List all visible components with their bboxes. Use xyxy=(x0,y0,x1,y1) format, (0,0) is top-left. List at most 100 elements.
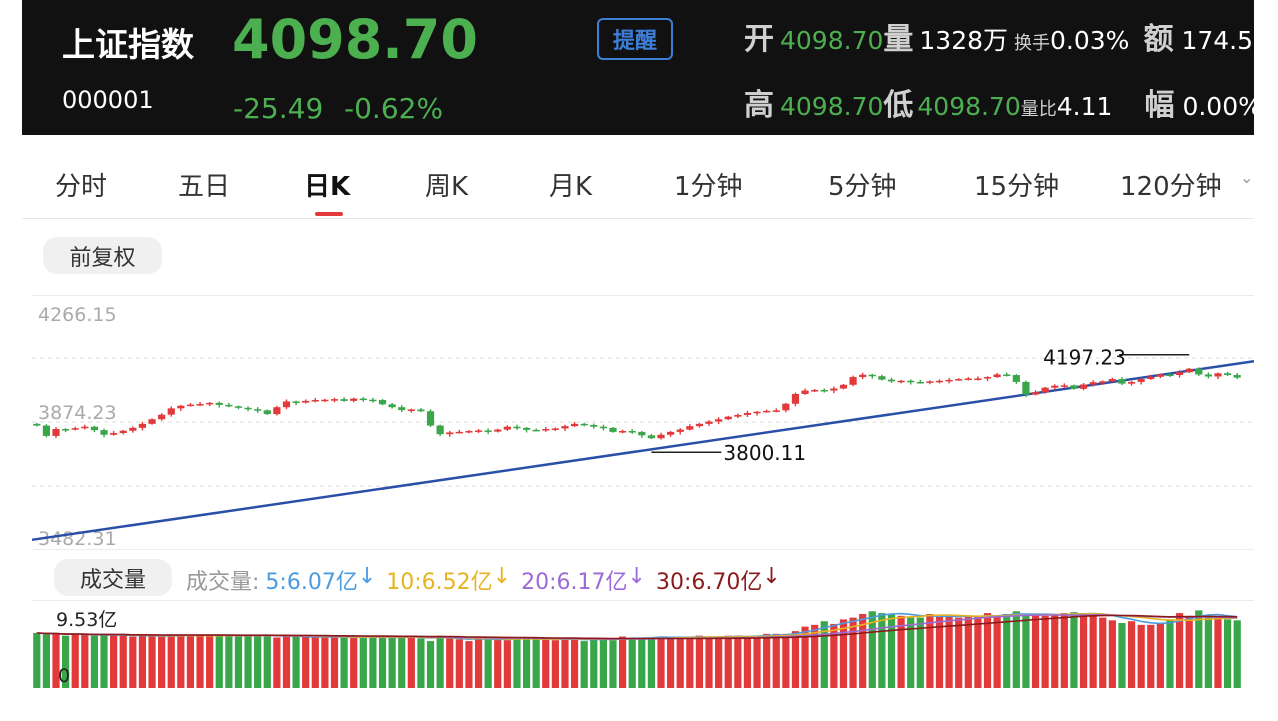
volume-bar xyxy=(676,637,684,688)
volume-ma5-arrow-icon: ↓ xyxy=(357,564,377,589)
volume-bar xyxy=(724,635,732,688)
volume-bar xyxy=(225,635,233,688)
candle-body xyxy=(119,430,127,434)
candle-body xyxy=(801,390,809,394)
volume-ma20: 20:6.17亿 xyxy=(521,570,628,595)
candle-body xyxy=(225,404,233,407)
tab-5min[interactable]: 5分钟 xyxy=(828,172,897,202)
volume-bar xyxy=(1127,621,1136,688)
volume-bar xyxy=(330,637,339,688)
tab-more-chevron-icon[interactable]: ⌄ xyxy=(1240,168,1254,187)
candle-body xyxy=(196,404,204,406)
low-value: 4098.70 xyxy=(917,92,1021,121)
candle-body xyxy=(974,378,982,380)
volume-bar xyxy=(1214,617,1222,688)
candle-body xyxy=(734,414,742,417)
volume-bar xyxy=(254,634,262,688)
volume-panel-button[interactable]: 成交量 xyxy=(54,559,172,596)
volume-chart[interactable]: 9.53亿 0 xyxy=(22,600,1254,692)
tab-five-day[interactable]: 五日 xyxy=(178,172,231,202)
candle-body xyxy=(81,426,89,429)
candle-body xyxy=(647,435,656,439)
volume-bar xyxy=(743,636,752,688)
candle-body xyxy=(1041,387,1049,393)
candle-body xyxy=(935,380,944,383)
candle-body xyxy=(1070,385,1078,389)
candle-body xyxy=(1185,368,1193,373)
tab-1min[interactable]: 1分钟 xyxy=(674,172,743,202)
candle-body xyxy=(1204,374,1212,377)
candle-body xyxy=(1031,392,1040,395)
candle-body xyxy=(398,407,406,411)
candle-body xyxy=(667,431,675,435)
volume-bar xyxy=(206,635,214,688)
candle-body xyxy=(1223,373,1232,376)
tab-intraday[interactable]: 分时 xyxy=(55,172,108,202)
tab-120min[interactable]: 120分钟 xyxy=(1120,172,1222,202)
volume-bar xyxy=(782,633,790,688)
volume-bar xyxy=(935,616,944,688)
volume-bar xyxy=(609,640,617,688)
volume-axis-zero-label: 0 xyxy=(58,665,70,687)
volume-bar xyxy=(81,634,89,688)
candle-body xyxy=(148,419,156,424)
vol-ratio-label: 量比 xyxy=(1020,99,1057,120)
tab-monthly-k[interactable]: 月K xyxy=(549,172,593,202)
candle-body xyxy=(686,426,694,430)
volume-ma30-arrow-icon: ↓ xyxy=(762,564,781,589)
candle-body xyxy=(993,374,1001,378)
candle-body xyxy=(830,388,838,391)
candle-body xyxy=(1099,381,1107,383)
amount-value: 174.5 xyxy=(1181,26,1254,55)
volume-bar xyxy=(513,637,521,688)
volume-bar xyxy=(292,636,300,688)
tab-weekly-k[interactable]: 周K xyxy=(425,172,469,202)
candle-body xyxy=(763,410,771,413)
app-frame: 上证指数 000001 4098.70 -25.49 -0.62% 提醒 开 4… xyxy=(22,0,1254,721)
volume-bar xyxy=(772,633,780,688)
volume-bar xyxy=(887,614,896,688)
open-label: 开 xyxy=(744,22,774,57)
candle-body xyxy=(715,419,723,422)
volume-bar xyxy=(167,635,175,688)
quote-row-2: 高 4098.70 低 4098.70 量比 4.11 幅 0.00% xyxy=(744,80,1254,124)
volume-bar xyxy=(590,638,598,688)
volume-bar xyxy=(340,636,348,688)
candle-body xyxy=(907,380,915,383)
volume-bar xyxy=(849,617,857,688)
volume-bar xyxy=(522,639,531,688)
y-axis-label-2: 3482.31 xyxy=(38,528,117,550)
volume-bar xyxy=(1079,613,1088,688)
candle-body xyxy=(465,431,473,433)
candle-body xyxy=(330,399,339,401)
volume-ma10: 10:6.52亿 xyxy=(386,570,493,595)
tab-daily-k[interactable]: 日K xyxy=(304,172,351,202)
candle-body xyxy=(561,426,569,429)
candle-body xyxy=(791,393,800,404)
volume-bar xyxy=(321,637,329,688)
candle-body xyxy=(359,398,367,401)
candle-body xyxy=(215,402,223,405)
candle-body xyxy=(1079,384,1088,389)
amount-label: 额 xyxy=(1143,22,1174,57)
kline-chart[interactable]: 4266.15 3874.23 3482.31 3800.11 4197.23 xyxy=(22,295,1254,550)
volume-bar xyxy=(638,637,646,688)
volume-ma20-arrow-icon: ↓ xyxy=(627,564,646,589)
candle-body xyxy=(772,410,780,412)
adjust-button[interactable]: 前复权 xyxy=(43,237,162,274)
volume-bar xyxy=(100,634,108,688)
candle-body xyxy=(570,423,579,427)
volume-legend-prefix: 成交量: xyxy=(186,570,260,595)
volume-bar xyxy=(1051,614,1059,688)
candle-body xyxy=(378,400,387,405)
candle-body xyxy=(350,398,358,401)
quote-header: 上证指数 000001 4098.70 -25.49 -0.62% 提醒 开 4… xyxy=(22,0,1254,135)
volume-bar xyxy=(791,631,800,688)
tab-15min[interactable]: 15分钟 xyxy=(974,172,1060,202)
volume-axis-top-label: 9.53亿 xyxy=(56,609,117,631)
candle-body xyxy=(1147,376,1155,380)
volume-ma30: 30:6.70亿 xyxy=(655,570,763,595)
volume-bar xyxy=(407,635,415,688)
alert-button[interactable]: 提醒 xyxy=(597,18,673,60)
volume-bar xyxy=(647,637,656,688)
